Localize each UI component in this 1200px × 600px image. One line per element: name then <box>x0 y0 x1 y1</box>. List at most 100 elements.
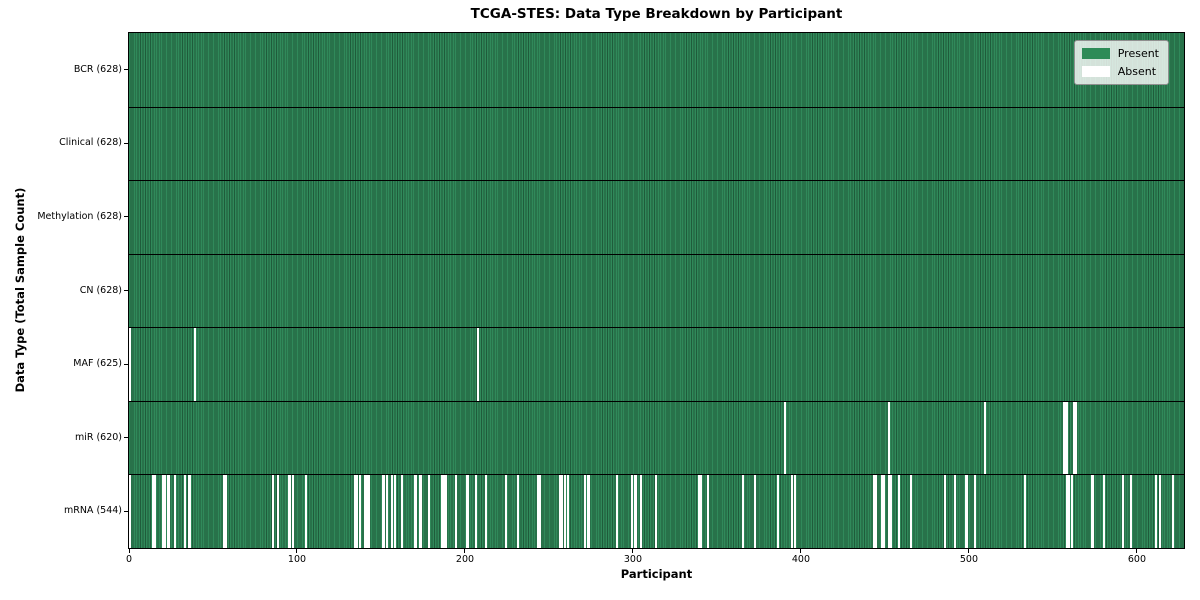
absent-stripe-mRNA-458 <box>898 474 901 548</box>
heatmap-row-mRNA <box>129 474 1184 548</box>
absent-stripe-miR-509 <box>983 400 987 475</box>
absent-stripe-mRNA-85 <box>271 474 274 548</box>
y-tick-mark <box>124 216 128 218</box>
heatmap-row-Clinical <box>129 106 1184 181</box>
y-tick-mark <box>124 437 128 439</box>
chart-title: TCGA-STES: Data Type Breakdown by Partic… <box>470 6 843 22</box>
absent-stripe-mRNA-27 <box>174 474 177 548</box>
y-tick-label-MAF: MAF (625) <box>73 358 122 370</box>
absent-stripe-mRNA-503 <box>973 474 976 548</box>
row-divider <box>129 180 1184 182</box>
x-tick-label-0: 0 <box>125 554 133 565</box>
row-divider <box>129 327 1184 329</box>
absent-stripe-mRNA-491 <box>953 474 956 548</box>
absent-stripe-mRNA-256 <box>558 474 563 548</box>
x-tick-mark <box>128 549 130 553</box>
absent-stripe-mRNA-156 <box>390 474 394 548</box>
absent-stripe-miR-562 <box>1072 400 1077 475</box>
absent-stripe-mRNA-304 <box>639 474 642 548</box>
absent-stripe-mRNA-580 <box>1103 474 1106 548</box>
y-tick-label-Clinical: Clinical (628) <box>59 137 122 149</box>
absent-stripe-mRNA-243 <box>537 474 541 548</box>
x-tick-mark <box>464 549 466 553</box>
absent-stripe-mRNA-153 <box>385 474 388 548</box>
absent-stripe-mRNA-170 <box>414 474 417 548</box>
x-tick-label-300: 300 <box>623 554 643 565</box>
row-divider <box>129 106 1184 108</box>
present-cells-CN <box>129 253 1184 328</box>
absent-stripe-mRNA-561 <box>1071 474 1074 548</box>
present-cells-BCR <box>129 33 1184 107</box>
x-tick-label-100: 100 <box>287 554 307 565</box>
y-tick-mark <box>124 69 128 71</box>
absent-stripe-mRNA-194 <box>454 474 457 548</box>
heatmap-row-MAF <box>129 327 1184 401</box>
absent-stripe-mRNA-201 <box>466 474 469 548</box>
absent-stripe-mRNA-212 <box>484 474 488 548</box>
y-tick-label-CN: CN (628) <box>79 284 122 296</box>
absent-stripe-mRNA-372 <box>753 474 756 548</box>
heatmap-row-BCR <box>129 33 1184 107</box>
y-tick-mark <box>124 142 128 144</box>
heatmap-row-Methylation <box>129 180 1184 254</box>
absent-stripe-mRNA-448 <box>881 474 886 548</box>
y-axis-label: Data Type (Total Sample Count) <box>13 187 27 393</box>
absent-stripe-mRNA-443 <box>873 474 877 548</box>
y-tick-mark <box>124 363 128 365</box>
y-tick-label-mRNA: mRNA (544) <box>63 505 122 517</box>
absent-stripe-mRNA-14 <box>152 474 157 548</box>
absent-stripe-mRNA-290 <box>615 474 619 548</box>
heatmap-row-CN <box>129 253 1184 328</box>
present-swatch-icon <box>1081 48 1110 59</box>
absent-stripe-mRNA-0 <box>129 474 132 548</box>
absent-stripe-miR-452 <box>888 400 891 475</box>
y-tick-mark <box>124 290 128 291</box>
absent-stripe-mRNA-186 <box>441 474 447 548</box>
absent-stripe-mRNA-485 <box>943 474 946 548</box>
y-tick-label-Methylation: Methylation (628) <box>37 210 122 222</box>
absent-stripe-mRNA-613 <box>1158 474 1161 548</box>
absent-stripe-mRNA-313 <box>654 474 657 548</box>
absent-stripe-mRNA-151 <box>382 474 385 548</box>
x-tick-mark <box>296 549 298 553</box>
absent-stripe-miR-556 <box>1062 400 1069 475</box>
absent-stripe-mRNA-498 <box>965 474 968 548</box>
absent-stripe-mRNA-95 <box>288 474 291 548</box>
y-tick-label-miR: miR (620) <box>74 431 122 443</box>
absent-stripe-mRNA-224 <box>505 474 508 548</box>
present-cells-miR <box>129 400 1184 475</box>
absent-stripe-mRNA-88 <box>276 474 279 548</box>
present-cells-Clinical <box>129 106 1184 181</box>
absent-stripe-mRNA-97 <box>291 474 294 548</box>
absent-stripe-mRNA-365 <box>741 474 745 548</box>
row-divider <box>129 474 1184 476</box>
absent-stripe-mRNA-452 <box>888 474 892 548</box>
absent-stripe-mRNA-394 <box>790 474 793 548</box>
absent-stripe-mRNA-591 <box>1121 474 1124 548</box>
x-axis-label: Participant <box>620 567 693 581</box>
absent-stripe-mRNA-105 <box>305 474 308 548</box>
absent-stripe-mRNA-158 <box>394 474 397 548</box>
x-tick-mark <box>968 549 970 553</box>
row-divider <box>129 253 1184 255</box>
x-tick-mark <box>632 549 634 553</box>
absent-stripe-MAF-0 <box>129 327 132 401</box>
absent-stripe-mRNA-558 <box>1066 474 1071 548</box>
absent-stripe-mRNA-621 <box>1172 474 1175 548</box>
absent-stripe-mRNA-140 <box>363 474 370 548</box>
x-tick-label-600: 600 <box>1127 554 1147 565</box>
absent-stripe-mRNA-137 <box>358 474 362 548</box>
absent-stripe-mRNA-206 <box>474 474 478 548</box>
absent-stripe-mRNA-35 <box>187 474 192 548</box>
absent-stripe-mRNA-596 <box>1130 474 1133 548</box>
absent-stripe-mRNA-173 <box>419 474 422 548</box>
absent-stripe-mRNA-231 <box>516 474 520 548</box>
absent-stripe-mRNA-344 <box>706 474 709 548</box>
y-tick-mark <box>124 510 128 512</box>
heatmap-row-miR <box>129 400 1184 475</box>
absent-stripe-mRNA-134 <box>353 474 358 548</box>
absent-stripe-mRNA-396 <box>794 474 797 548</box>
absent-stripe-mRNA-162 <box>400 474 404 548</box>
present-cells-MAF <box>129 327 1184 401</box>
absent-stripe-MAF-39 <box>194 327 197 401</box>
